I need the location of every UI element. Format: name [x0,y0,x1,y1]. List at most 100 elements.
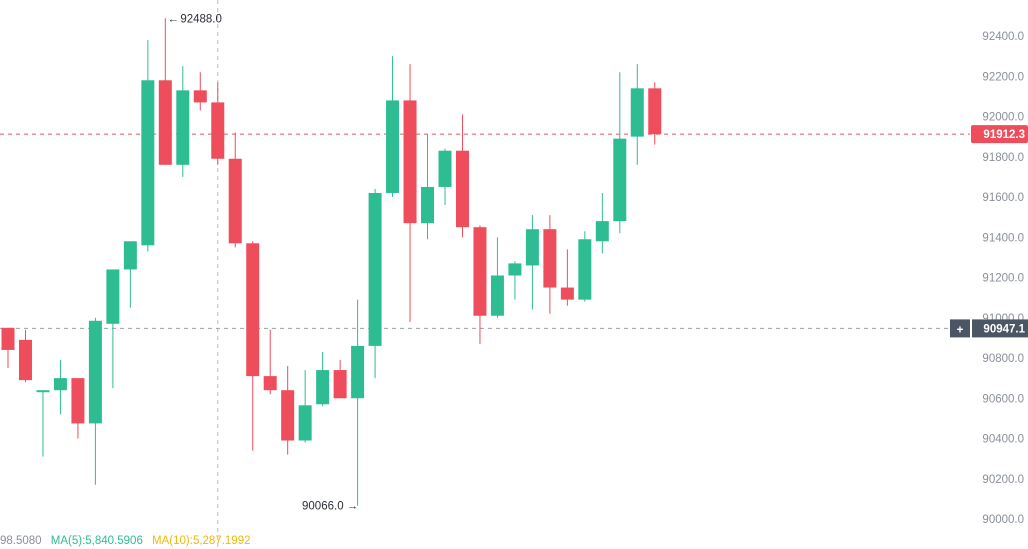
crosshair-price-badge-label: 90947.1 [983,323,1025,335]
candle [211,82,225,165]
arrow-right-icon: → [347,501,359,513]
candle-body [490,275,504,316]
candle-body [106,269,120,324]
candle [543,215,557,314]
y-tick-label: 92400.0 [982,31,1024,43]
y-tick-label: 91600.0 [982,192,1024,204]
y-tick-label: 90800.0 [982,353,1024,365]
candle-body [630,88,644,137]
candle-body [158,80,172,165]
y-tick-label: 91800.0 [982,152,1024,164]
high-price-label: 92488.0 [180,13,222,25]
candle-body [36,390,50,393]
candle [403,64,417,322]
candle [123,241,137,308]
candle [421,134,435,240]
candle [368,188,382,379]
candle-body [316,370,330,405]
candle [333,360,347,399]
candle [316,351,330,407]
y-tick-label: 90600.0 [982,393,1024,405]
candle-body [421,186,435,224]
candle [246,241,260,451]
price-badges: 91912.3 + 90947.1 [950,125,1028,338]
candle-body [438,150,452,187]
annotations: 92488.0 90066.0 ← → [167,13,358,512]
candle [473,225,487,344]
candle-body [613,138,627,222]
candle-body [455,150,469,228]
last-price-badge-label: 91912.3 [983,129,1025,141]
candle-body [193,90,207,103]
candle [88,317,102,485]
candle-body [508,263,522,276]
arrow-left-icon: ← [167,13,179,25]
candle [438,148,452,206]
candle [53,360,67,415]
candle-body [386,100,400,193]
candle [141,40,155,252]
candle [36,390,50,457]
ma10-value: MA(10):5,287.1992 [152,535,251,547]
candle [386,56,400,197]
y-axis: 92400.0 92200.0 92000.0 91800.0 91600.0 91400… [982,31,1024,526]
low-price-label: 90066.0 [302,501,344,513]
candle [193,72,207,111]
candle [525,215,539,310]
candle-body [176,90,190,165]
candle-body [595,221,609,242]
truncated-indicator-value: 98.5080 [0,535,42,547]
candle-body [368,192,382,346]
crosshair-price-badge [972,319,1028,338]
y-tick-label: 91400.0 [982,232,1024,244]
y-tick-label: 90000.0 [982,514,1024,526]
candle [630,64,644,165]
y-tick-label: 92000.0 [982,112,1024,124]
candle-body [88,320,102,424]
candle [263,329,277,395]
candle [176,66,190,177]
candle-body [298,405,312,441]
candle-body [263,376,277,391]
candle-body [18,339,32,381]
candle-body [473,227,487,316]
candle-body [246,243,260,377]
candle [158,18,172,165]
candle-body [543,229,557,288]
indicator-legend: 98.5080 MA(5):5,840.5906 MA(10):5,287.19… [0,535,300,549]
y-tick-label: 91200.0 [982,273,1024,285]
candle [490,237,504,318]
plus-icon[interactable]: + [957,324,964,336]
candle-body [1,327,15,350]
candle-body [53,378,67,391]
candle-body [403,100,417,224]
candle [71,378,85,439]
y-tick-label: 90400.0 [982,434,1024,446]
y-tick-label: 92200.0 [982,71,1024,83]
candles [1,18,662,506]
add-order-button[interactable] [950,319,970,338]
candle-body [211,102,225,159]
candle-body [333,370,347,399]
candle-body [578,239,592,300]
candle-body [123,241,137,270]
candle [106,269,120,389]
candle [1,327,15,369]
y-tick-label: 90200.0 [982,474,1024,486]
candle-body [560,287,574,300]
candle-body [141,80,155,246]
candle [595,192,609,254]
candle [648,82,662,145]
candle [18,329,32,383]
candle-body [71,378,85,424]
candle [281,366,295,455]
candle [351,299,365,506]
candle-body [648,88,662,135]
last-price-badge [971,125,1028,144]
candle-body [228,158,242,244]
candle-body [351,345,365,399]
candle [578,231,592,302]
ma5-value: MA(5):5,840.5906 [50,535,143,547]
candle [455,114,469,238]
